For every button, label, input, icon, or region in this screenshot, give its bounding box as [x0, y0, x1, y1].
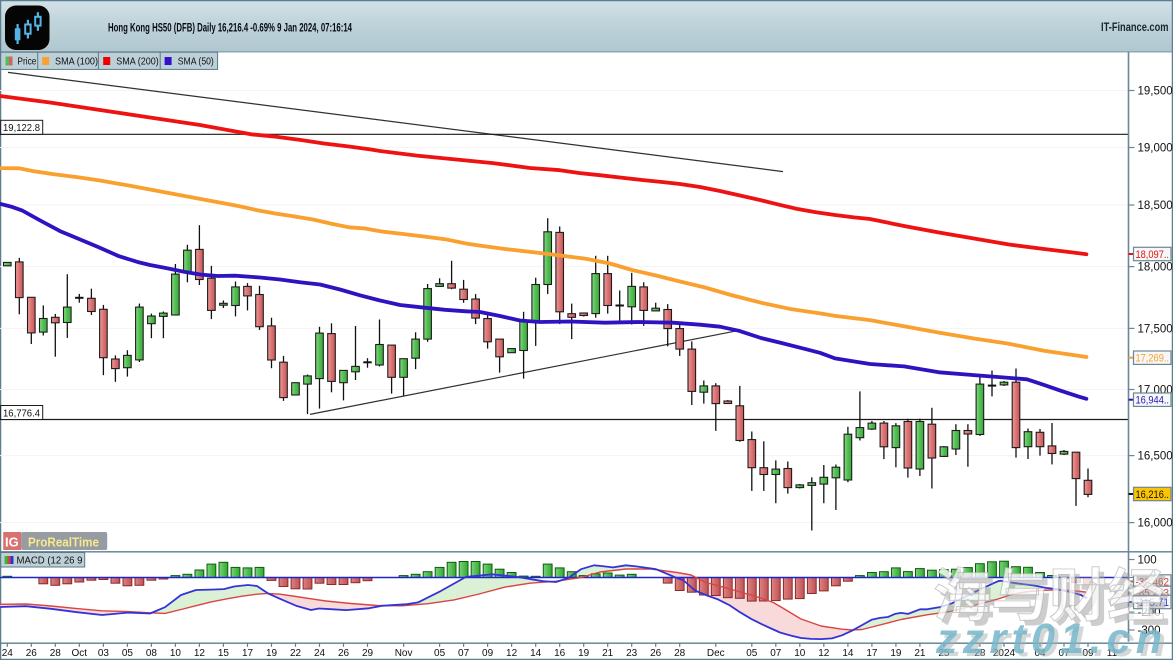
- svg-text:07: 07: [770, 648, 782, 659]
- svg-text:19,500: 19,500: [1138, 86, 1173, 98]
- svg-text:18,500: 18,500: [1138, 200, 1173, 212]
- svg-text:12: 12: [506, 648, 518, 659]
- svg-text:25: 25: [938, 648, 950, 659]
- svg-text:18,097..: 18,097..: [1136, 249, 1170, 261]
- svg-text:10: 10: [170, 648, 182, 659]
- svg-text:Nov: Nov: [395, 648, 413, 659]
- svg-text:23: 23: [626, 648, 638, 659]
- svg-text:17,500: 17,500: [1138, 323, 1173, 335]
- svg-text:28: 28: [50, 648, 62, 659]
- svg-text:zzrt01.cn: zzrt01.cn: [939, 618, 1166, 660]
- svg-text:16,776.4: 16,776.4: [3, 407, 40, 419]
- svg-text:Dec: Dec: [707, 648, 725, 659]
- svg-text:09: 09: [482, 648, 494, 659]
- svg-text:24: 24: [2, 648, 14, 659]
- svg-text:19,000: 19,000: [1138, 143, 1173, 155]
- svg-text:19: 19: [890, 648, 902, 659]
- svg-text:15: 15: [218, 648, 230, 659]
- svg-text:16: 16: [554, 648, 566, 659]
- svg-text:IG: IG: [5, 535, 19, 550]
- svg-text:26: 26: [26, 648, 38, 659]
- svg-text:07: 07: [1058, 648, 1070, 659]
- svg-text:zzrt01.cn: zzrt01.cn: [935, 615, 1162, 660]
- svg-text:05: 05: [122, 648, 134, 659]
- svg-text:28: 28: [674, 648, 686, 659]
- svg-text:19: 19: [578, 648, 590, 659]
- svg-text:14: 14: [530, 648, 542, 659]
- svg-text:19: 19: [266, 648, 278, 659]
- svg-text:26: 26: [338, 648, 350, 659]
- svg-text:17,269..: 17,269..: [1136, 353, 1170, 365]
- svg-text:SMA (200): SMA (200): [116, 56, 159, 68]
- svg-text:2024: 2024: [993, 648, 1016, 659]
- svg-text:16,000: 16,000: [1138, 518, 1173, 530]
- svg-text:Oct: Oct: [72, 648, 88, 659]
- svg-text:07: 07: [458, 648, 470, 659]
- svg-text:MACD (12 26 9: MACD (12 26 9: [17, 554, 83, 566]
- svg-text:22: 22: [290, 648, 302, 659]
- svg-text:03: 03: [98, 648, 110, 659]
- svg-text:19,122.8: 19,122.8: [3, 122, 40, 134]
- svg-text:16,944..: 16,944..: [1136, 395, 1170, 407]
- svg-text:17: 17: [242, 648, 254, 659]
- svg-text:21: 21: [914, 648, 926, 659]
- svg-text:12: 12: [818, 648, 830, 659]
- svg-text:05: 05: [434, 648, 446, 659]
- svg-text:08: 08: [146, 648, 158, 659]
- svg-text:09: 09: [1082, 648, 1094, 659]
- svg-text:SMA (50): SMA (50): [178, 56, 214, 68]
- svg-text:SMA (100): SMA (100): [55, 56, 98, 68]
- svg-text:Hong Kong HS50 (DFB) Daily 16,: Hong Kong HS50 (DFB) Daily 16,216.4 -0.6…: [108, 21, 352, 35]
- svg-text:28: 28: [974, 648, 986, 659]
- svg-text:12: 12: [194, 648, 206, 659]
- svg-text:ProRealTime: ProRealTime: [28, 534, 99, 549]
- svg-text:-300: -300: [1138, 625, 1161, 637]
- svg-text:IT-Finance.com: IT-Finance.com: [1101, 20, 1169, 34]
- svg-text:24: 24: [314, 648, 326, 659]
- svg-text:05: 05: [746, 648, 758, 659]
- svg-text:11: 11: [1107, 648, 1118, 659]
- svg-text:Price: Price: [17, 56, 36, 68]
- svg-text:17: 17: [866, 648, 878, 659]
- svg-text:100: 100: [1138, 555, 1157, 567]
- svg-text:14: 14: [842, 648, 854, 659]
- svg-text:26: 26: [650, 648, 662, 659]
- svg-text:16,216..: 16,216..: [1136, 489, 1170, 501]
- svg-text:16,500: 16,500: [1138, 451, 1173, 463]
- svg-text:29: 29: [362, 648, 374, 659]
- svg-text:21: 21: [602, 648, 614, 659]
- svg-text:10: 10: [794, 648, 806, 659]
- svg-text:04: 04: [1034, 648, 1046, 659]
- svg-text:18,000: 18,000: [1138, 262, 1173, 274]
